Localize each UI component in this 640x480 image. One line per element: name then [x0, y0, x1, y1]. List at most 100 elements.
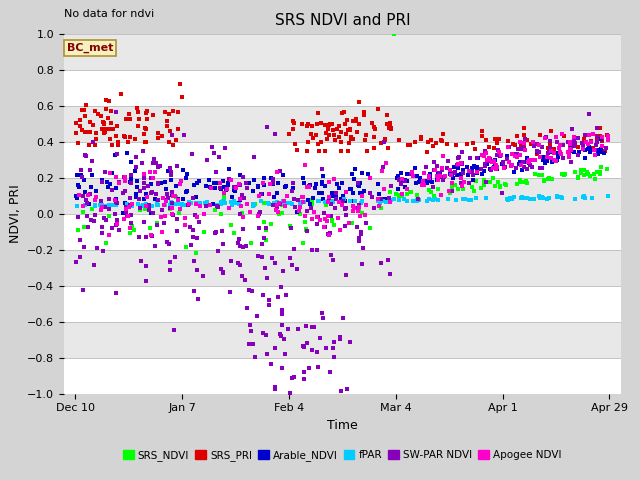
SW-PAR NDVI — [234, 261, 244, 269]
SRS_PRI — [380, 135, 390, 143]
SW-PAR NDVI — [266, 360, 276, 368]
SRS_NDVI — [246, 239, 256, 246]
fPAR — [503, 196, 513, 204]
fPAR — [356, 199, 366, 206]
SRS_PRI — [124, 110, 134, 118]
Arable_NDVI — [278, 171, 289, 179]
Apogee NDVI — [464, 168, 474, 175]
Arable_NDVI — [146, 209, 156, 217]
SW-PAR NDVI — [235, 210, 245, 217]
Arable_NDVI — [219, 189, 229, 197]
SW-PAR NDVI — [497, 158, 508, 166]
SRS_PRI — [319, 147, 330, 155]
Apogee NDVI — [312, 213, 322, 220]
SRS_NDVI — [354, 207, 364, 215]
SW-PAR NDVI — [385, 182, 396, 190]
Apogee NDVI — [145, 231, 156, 239]
fPAR — [271, 199, 281, 207]
SW-PAR NDVI — [202, 156, 212, 163]
SRS_PRI — [341, 131, 351, 138]
fPAR — [570, 195, 580, 203]
SW-PAR NDVI — [172, 227, 182, 235]
Apogee NDVI — [456, 174, 466, 182]
Apogee NDVI — [272, 202, 282, 209]
SRS_PRI — [132, 104, 142, 112]
Apogee NDVI — [125, 224, 135, 231]
SW-PAR NDVI — [261, 224, 271, 231]
SRS_PRI — [152, 134, 163, 142]
SW-PAR NDVI — [292, 325, 303, 333]
fPAR — [381, 198, 391, 205]
fPAR — [147, 202, 157, 210]
Arable_NDVI — [374, 191, 384, 198]
Arable_NDVI — [111, 195, 122, 203]
SW-PAR NDVI — [246, 327, 256, 335]
Bar — [64, 286, 621, 322]
SW-PAR NDVI — [331, 195, 341, 203]
SW-PAR NDVI — [188, 226, 198, 234]
SRS_PRI — [355, 98, 365, 106]
Apogee NDVI — [603, 132, 613, 140]
SW-PAR NDVI — [277, 306, 287, 313]
Arable_NDVI — [472, 164, 482, 171]
SRS_PRI — [477, 132, 487, 140]
fPAR — [230, 199, 240, 206]
Apogee NDVI — [344, 219, 354, 227]
SRS_NDVI — [596, 164, 606, 171]
SRS_NDVI — [576, 167, 586, 174]
SW-PAR NDVI — [168, 211, 179, 218]
SW-PAR NDVI — [486, 166, 496, 174]
SRS_PRI — [105, 135, 115, 143]
SW-PAR NDVI — [111, 220, 122, 228]
fPAR — [538, 193, 548, 201]
SW-PAR NDVI — [307, 246, 317, 254]
fPAR — [248, 201, 258, 208]
SW-PAR NDVI — [232, 239, 243, 247]
SW-PAR NDVI — [545, 137, 555, 144]
fPAR — [177, 201, 187, 208]
Apogee NDVI — [564, 153, 575, 161]
SW-PAR NDVI — [465, 154, 475, 162]
SW-PAR NDVI — [480, 160, 490, 168]
SRS_NDVI — [595, 170, 605, 178]
SW-PAR NDVI — [312, 348, 322, 356]
SW-PAR NDVI — [280, 350, 290, 358]
Arable_NDVI — [317, 180, 328, 188]
Arable_NDVI — [488, 163, 499, 171]
SW-PAR NDVI — [276, 333, 286, 340]
fPAR — [428, 196, 438, 204]
SW-PAR NDVI — [367, 193, 377, 201]
Apogee NDVI — [486, 158, 497, 166]
Apogee NDVI — [253, 212, 263, 219]
SW-PAR NDVI — [502, 155, 513, 163]
SRS_NDVI — [561, 170, 571, 178]
SRS_PRI — [70, 119, 81, 127]
Arable_NDVI — [132, 183, 142, 191]
SRS_PRI — [492, 139, 502, 146]
Apogee NDVI — [205, 202, 215, 209]
SRS_PRI — [121, 115, 131, 123]
SW-PAR NDVI — [601, 144, 611, 151]
Apogee NDVI — [557, 131, 568, 138]
Apogee NDVI — [506, 163, 516, 170]
SRS_NDVI — [129, 226, 139, 234]
SW-PAR NDVI — [498, 159, 508, 167]
SW-PAR NDVI — [139, 174, 149, 181]
SW-PAR NDVI — [400, 177, 410, 185]
Arable_NDVI — [79, 188, 90, 195]
SRS_PRI — [345, 125, 355, 133]
Apogee NDVI — [166, 211, 177, 218]
SRS_PRI — [591, 132, 602, 139]
SRS_NDVI — [216, 210, 226, 217]
SW-PAR NDVI — [355, 201, 365, 208]
SW-PAR NDVI — [253, 211, 264, 218]
Apogee NDVI — [323, 199, 333, 206]
Arable_NDVI — [353, 180, 363, 188]
SRS_PRI — [383, 144, 394, 152]
fPAR — [72, 203, 83, 210]
Apogee NDVI — [328, 175, 339, 183]
Arable_NDVI — [236, 171, 246, 179]
Arable_NDVI — [458, 166, 468, 173]
Apogee NDVI — [435, 192, 445, 199]
SW-PAR NDVI — [166, 188, 177, 195]
